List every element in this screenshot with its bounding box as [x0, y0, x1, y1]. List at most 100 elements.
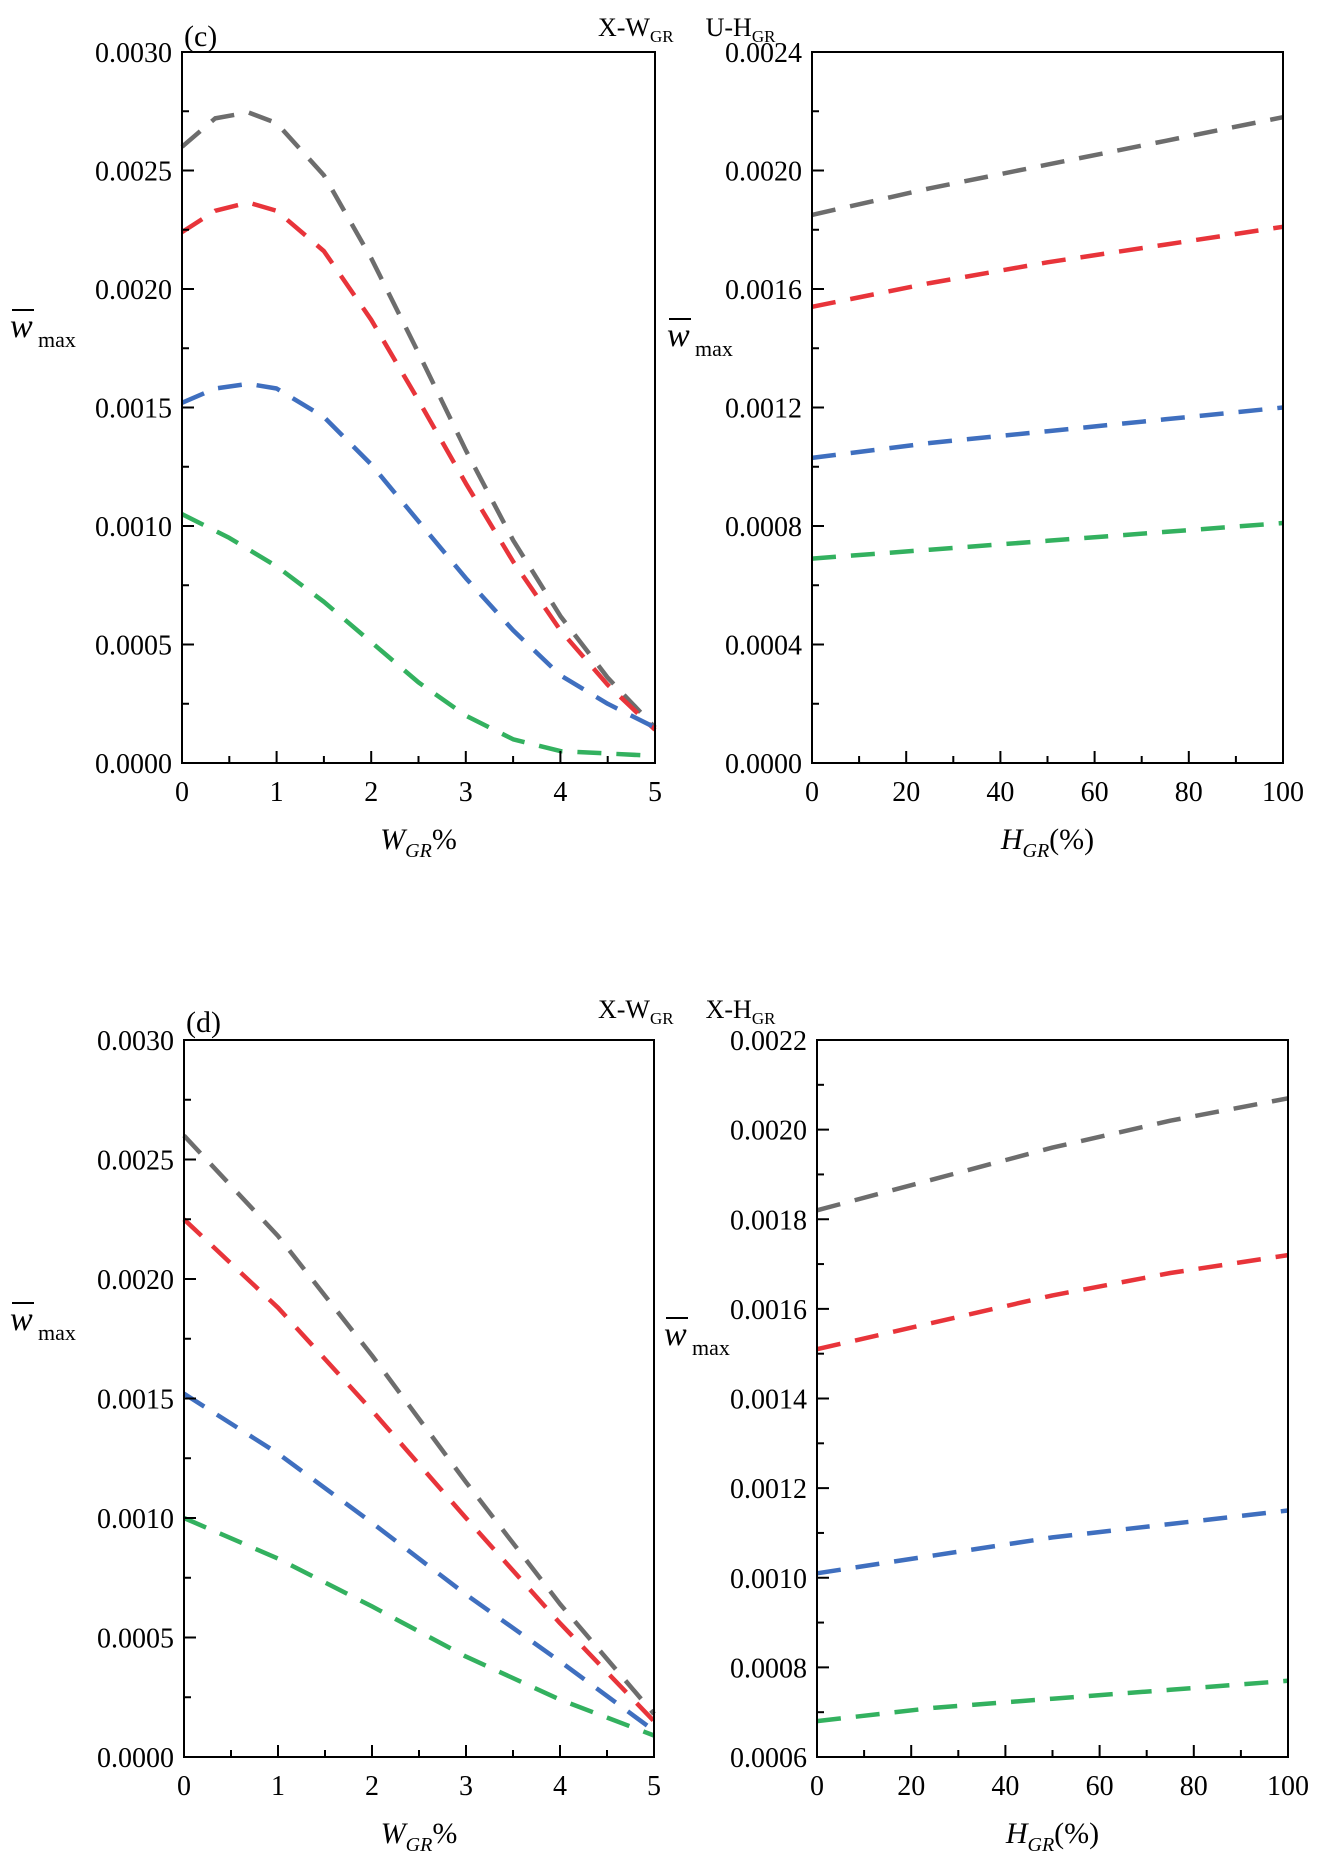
panel-label: (d): [186, 1006, 221, 1039]
header-part: X-W: [598, 13, 650, 42]
x-axis-title-subscript: GR: [406, 1834, 433, 1856]
x-tick-label: 5: [648, 777, 662, 808]
x-axis-title-main: W: [380, 823, 408, 856]
y-tick-label: 0.0024: [725, 38, 802, 69]
series-line-green: [180, 512, 656, 759]
y-tick-label: 0.0015: [97, 1385, 174, 1416]
y-tick-label: 0.0010: [95, 512, 172, 543]
header-part: X-W: [598, 995, 650, 1024]
x-axis-title-main: W: [381, 1817, 409, 1850]
y-tick-label: 0.0018: [730, 1205, 807, 1236]
x-tick-label: 100: [1267, 1771, 1309, 1802]
series-line-gray: [811, 114, 1284, 218]
series-line-green: [183, 1515, 655, 1738]
y-tick-label: 0.0030: [95, 38, 172, 69]
y-tick-label: 0.0000: [95, 749, 172, 780]
x-tick-label: 20: [897, 1771, 925, 1802]
y-tick-label: 0.0005: [97, 1624, 174, 1655]
y-tick-label: 0.0000: [725, 749, 802, 780]
y-axis-label: w: [10, 1301, 33, 1338]
series-line-blue: [181, 381, 657, 730]
y-tick-label: 0.0016: [725, 275, 802, 306]
x-tick-label: 2: [365, 1771, 379, 1802]
x-tick-label: 100: [1262, 777, 1304, 808]
y-tick-label: 0.0025: [97, 1146, 174, 1177]
x-tick-label: 4: [553, 777, 567, 808]
y-tick-label: 0.0022: [730, 1026, 807, 1057]
x-axis-title-suffix: %: [432, 823, 457, 856]
series-line-green: [816, 1678, 1289, 1724]
y-axis-label: w: [664, 1316, 687, 1353]
chart-c-right: 0 20 40 60 80 100 0.0000 0.0004 0.0008 0.0012 0.00…: [667, 38, 1304, 862]
x-axis-title-suffix: (%): [1049, 823, 1094, 856]
y-tick-label: 0.0020: [725, 157, 802, 188]
y-tick-label: 0.0025: [95, 157, 172, 188]
series-line-red: [811, 224, 1284, 310]
header-part: X-H: [706, 995, 752, 1024]
x-axis-title-main: H: [1000, 823, 1025, 856]
x-axis-title: WGR%: [380, 823, 457, 862]
x-tick-label: 0: [177, 1771, 191, 1802]
y-tick-label: 0.0014: [730, 1385, 807, 1416]
y-tick-label: 0.0005: [95, 631, 172, 662]
x-tick-label: 80: [1180, 1771, 1208, 1802]
x-axis-title: HGR(%): [1000, 823, 1094, 862]
x-tick-label: 2: [364, 777, 378, 808]
y-tick-label: 0.0000: [97, 1743, 174, 1774]
header-subscript: GR: [752, 1009, 776, 1028]
series-line-gray: [182, 1134, 656, 1716]
header-subscript: GR: [650, 27, 674, 46]
x-tick-label: 60: [1081, 777, 1109, 808]
x-tick-label: 80: [1175, 777, 1203, 808]
header-part: U-H: [706, 13, 752, 42]
x-tick-label: 0: [175, 777, 189, 808]
x-tick-label: 40: [991, 1771, 1019, 1802]
series-line-red: [182, 1217, 656, 1723]
y-tick-label: 0.0010: [97, 1504, 174, 1535]
y-tick-label: 0.0008: [730, 1653, 807, 1684]
chart-c-left: 0 1 2 3 4 5 0.0000 0.0005 0.0010 0.0015 0.0020 0.00…: [10, 13, 776, 862]
series-line-gray: [180, 110, 657, 730]
x-tick-label: 5: [647, 1771, 661, 1802]
x-axis-title-suffix: (%): [1054, 1817, 1099, 1850]
header-subscript: GR: [650, 1009, 674, 1028]
y-axis-label: w: [667, 317, 690, 354]
y-tick-label: 0.0020: [97, 1265, 174, 1296]
x-axis-title-subscript: GR: [1023, 840, 1050, 862]
series-line-blue: [182, 1391, 656, 1733]
y-tick-label: 0.0006: [730, 1743, 807, 1774]
x-axis-title-main: H: [1005, 1817, 1030, 1850]
x-tick-label: 0: [810, 1771, 824, 1802]
x-tick-label: 4: [553, 1771, 567, 1802]
x-tick-label: 60: [1086, 1771, 1114, 1802]
y-tick-label: 0.0010: [730, 1564, 807, 1595]
series-line-red: [180, 200, 657, 732]
y-axis-label-subscript: max: [38, 327, 76, 352]
series-line-blue: [811, 405, 1284, 461]
x-tick-label: 20: [892, 777, 920, 808]
x-axis-title-subscript: GR: [405, 840, 432, 862]
x-axis-title: WGR%: [381, 1817, 458, 1856]
y-axis-label-subscript: max: [38, 1320, 76, 1345]
x-tick-label: 1: [270, 777, 284, 808]
x-axis-title-subscript: GR: [1028, 1834, 1055, 1856]
plot-frame: [811, 51, 1284, 764]
x-axis-title-suffix: %: [432, 1817, 457, 1850]
chart-d-right: 0 20 40 60 80 100 0.0006 0.0008 0.0010 0.0012 0.00…: [664, 1026, 1309, 1856]
y-tick-label: 0.0012: [730, 1474, 807, 1505]
header-subscript: GR: [752, 27, 776, 46]
x-tick-label: 40: [986, 777, 1014, 808]
y-tick-label: 0.0030: [97, 1026, 174, 1057]
x-axis-title: HGR(%): [1005, 1817, 1099, 1856]
series-line-green: [811, 520, 1284, 561]
panel-header: X-WGR X-HGR: [598, 995, 776, 1028]
y-axis-label: w: [10, 308, 33, 345]
series-line-gray: [816, 1096, 1289, 1213]
x-tick-label: 1: [271, 1771, 285, 1802]
chart-d-left: 0 1 2 3 4 5 0.0000 0.0005 0.0010 0.0015 0.0020 0.00…: [10, 995, 776, 1856]
y-tick-label: 0.0020: [730, 1116, 807, 1147]
y-tick-label: 0.0016: [730, 1295, 807, 1326]
panel-header: X-WGR U-HGR: [598, 13, 776, 46]
y-tick-label: 0.0012: [725, 394, 802, 425]
